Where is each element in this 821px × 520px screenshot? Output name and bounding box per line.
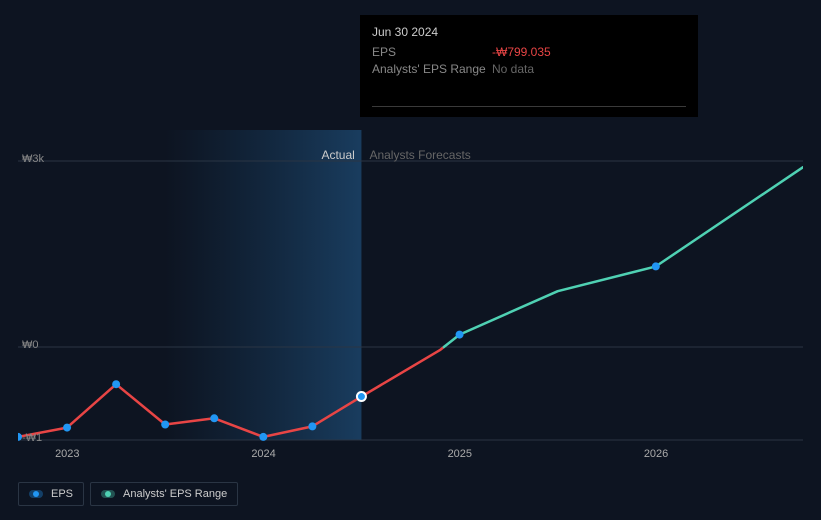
y-axis-label: ₩3k (22, 153, 44, 165)
tooltip-row: Analysts' EPS RangeNo data (372, 62, 686, 76)
x-axis-label: 2025 (448, 448, 472, 460)
forecast-label: Analysts Forecasts (369, 148, 470, 162)
tooltip-row: EPS-₩799.035 (372, 45, 686, 59)
y-axis-label: ₩0 (22, 339, 39, 351)
legend-item[interactable]: Analysts' EPS Range (90, 482, 238, 506)
chart-legend: EPS Analysts' EPS Range (18, 482, 238, 506)
actual-label: Actual (321, 148, 354, 162)
tooltip-row-label: Analysts' EPS Range (372, 62, 492, 76)
tooltip-divider (372, 106, 686, 107)
tooltip-row-value: -₩799.035 (492, 45, 551, 59)
x-axis-label: 2026 (644, 448, 668, 460)
legend-item[interactable]: EPS (18, 482, 84, 506)
x-axis-label: 2023 (55, 448, 79, 460)
tooltip-row-label: EPS (372, 45, 492, 59)
legend-swatch-icon (101, 490, 115, 498)
y-axis-label: -₩1 (22, 432, 42, 444)
tooltip-date: Jun 30 2024 (372, 25, 686, 39)
legend-label: Analysts' EPS Range (123, 488, 227, 500)
tooltip-row-value: No data (492, 62, 534, 76)
legend-label: EPS (51, 488, 73, 500)
x-axis-label: 2024 (251, 448, 275, 460)
legend-swatch-icon (29, 490, 43, 498)
chart-tooltip: Jun 30 2024 EPS-₩799.035Analysts' EPS Ra… (360, 15, 698, 117)
